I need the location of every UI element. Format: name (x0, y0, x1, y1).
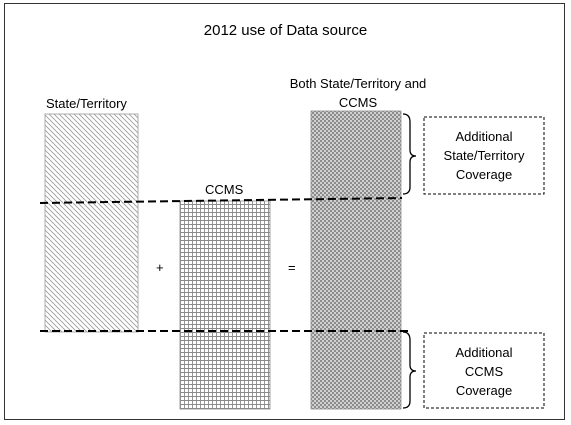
brace-ccms-coverage (402, 331, 417, 409)
ccms-bar (179, 200, 271, 410)
diagram-frame (4, 3, 565, 420)
additional-state-line2: State/Territory (443, 148, 525, 163)
brace-state-coverage (402, 113, 417, 195)
additional-ccms-line2: CCMS (464, 364, 504, 379)
additional-state-line3: Coverage (455, 167, 513, 182)
ccms-label: CCMS (205, 182, 244, 197)
both-bar (310, 110, 402, 410)
plus-operator: + (156, 260, 164, 275)
both-label-line1: Both State/Territory and (289, 76, 427, 91)
additional-state-box (423, 116, 545, 195)
additional-ccms-text: Additional CCMS Coverage (424, 343, 544, 400)
additional-ccms-line1: Additional (455, 345, 513, 360)
equals-operator: = (288, 260, 296, 275)
both-label-line2: CCMS (338, 95, 378, 110)
additional-state-line1: Additional (455, 129, 513, 144)
additional-state-text: Additional State/Territory Coverage (424, 127, 544, 184)
additional-ccms-line3: Coverage (455, 383, 513, 398)
state-territory-bar (44, 113, 139, 333)
state-territory-label: State/Territory (46, 96, 127, 111)
additional-ccms-box (423, 332, 545, 409)
diagram-title: 2012 use of Data source (203, 22, 368, 39)
dashed-line-top (39, 197, 403, 204)
